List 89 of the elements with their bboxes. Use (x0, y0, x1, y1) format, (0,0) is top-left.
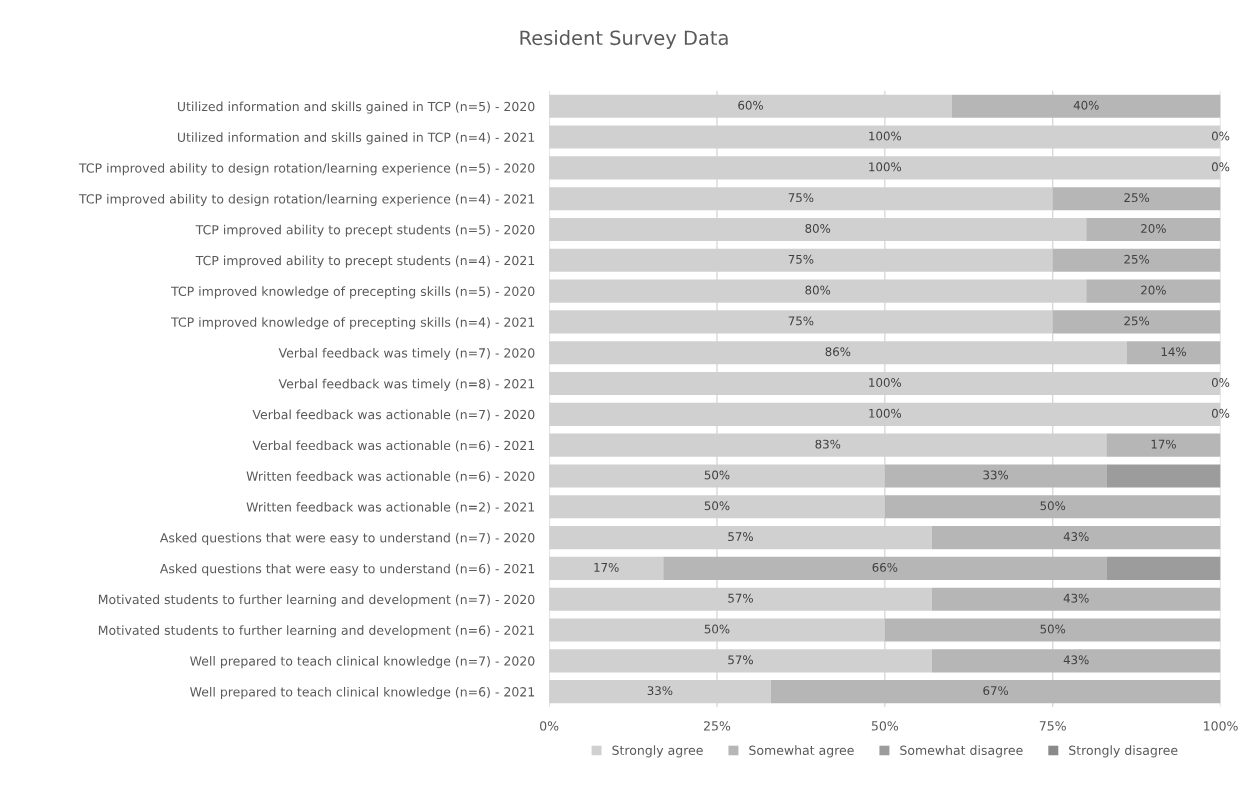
data-label: 33% (647, 686, 673, 696)
bar (884, 618, 1221, 642)
data-label: 60% (738, 100, 764, 110)
data-label: 100% (869, 131, 902, 141)
bar (931, 526, 1221, 550)
bar (884, 464, 1107, 488)
bar (1126, 341, 1221, 365)
y-tick-label: TCP improved ability to precept students (n=4) - 2021 (195, 255, 535, 268)
y-tick-label: Well prepared to teach clinical knowledge (n=7) - 2020 (190, 656, 535, 669)
data-label: 14% (1161, 347, 1187, 357)
data-label: 43% (1063, 655, 1089, 665)
y-tick-label: Utilized information and skills gained in TCP (n=5) - 2020 (177, 101, 535, 114)
data-label: 50% (704, 501, 730, 511)
bar (1086, 217, 1221, 242)
data-label: 83% (815, 439, 841, 449)
legend-label: Somewhat agree (749, 745, 854, 758)
legend-label: Strongly disagree (1069, 745, 1178, 758)
y-tick-label: TCP improved ability to precept students (n=5) - 2020 (195, 224, 535, 237)
bar (884, 495, 1221, 519)
data-label: 0% (1211, 378, 1230, 387)
y-tick-label: TCP improved knowledge of precepting skills (n=4) - 2021 (171, 317, 535, 330)
bar (931, 649, 1221, 673)
x-tick-label: 75% (1039, 721, 1066, 731)
y-tick-label: Written feedback was actionable (n=2) - 2021 (246, 502, 535, 514)
data-label: 67% (983, 686, 1009, 696)
y-tick-label: Well prepared to teach clinical knowledge (n=6) - 2021 (190, 686, 535, 699)
data-label: 20% (1141, 285, 1166, 295)
y-tick-label: Asked questions that were easy to understand (n=7) - 2020 (159, 532, 535, 545)
data-label: 17% (1151, 439, 1176, 449)
data-label: 100% (869, 378, 902, 387)
bar (931, 587, 1221, 611)
data-label: 100% (869, 162, 902, 172)
data-label: 25% (1124, 254, 1150, 264)
bar (1052, 248, 1221, 272)
y-tick-label: TCP improved ability to design rotation/learning experience (n=4) - 2021 (78, 193, 535, 207)
bar (951, 94, 1221, 118)
data-label: 57% (728, 532, 753, 542)
x-tick-label: 100% (1204, 721, 1238, 731)
data-label: 0% (1211, 162, 1230, 172)
bar (1106, 464, 1221, 488)
y-tick-label: Verbal feedback was actionable (n=6) - 2021 (252, 440, 535, 452)
data-label: 50% (704, 470, 730, 480)
y-tick-label: Asked questions that were easy to understand (n=6) - 2021 (159, 563, 535, 576)
data-label: 25% (1124, 316, 1150, 326)
data-label: 75% (788, 193, 814, 203)
y-tick-label: Verbal feedback was actionable (n=7) - 2020 (252, 409, 535, 421)
y-tick-label: Utilized information and skills gained in TCP (n=4) - 2021 (177, 132, 535, 145)
y-tick-label: Motivated students to further learning and development (n=6) - 2021 (98, 625, 535, 638)
data-label: 50% (1040, 624, 1066, 634)
x-tick-label: 50% (871, 721, 899, 731)
data-label: 43% (1063, 532, 1089, 542)
data-label: 43% (1063, 593, 1089, 603)
data-label: 75% (788, 316, 814, 326)
data-label: 17% (594, 562, 619, 572)
data-label: 0% (1211, 131, 1230, 141)
bar (549, 556, 664, 580)
bar (1106, 433, 1221, 457)
y-tick-label: Motivated students to further learning and development (n=7) - 2020 (98, 594, 535, 607)
x-tick-label: 25% (704, 721, 731, 731)
data-label: 50% (1040, 501, 1066, 511)
data-label: 86% (825, 347, 851, 357)
data-label: 75% (788, 254, 814, 264)
data-label: 40% (1073, 100, 1099, 110)
bar (770, 680, 1221, 704)
data-label: 80% (805, 223, 831, 233)
bar (1086, 279, 1221, 303)
y-tick-label: Written feedback was actionable (n=6) - 2020 (246, 471, 535, 483)
data-label: 57% (728, 655, 753, 665)
data-label: 50% (704, 624, 730, 634)
bar (1106, 556, 1221, 580)
y-tick-label: Verbal feedback was timely (n=7) - 2020 (278, 347, 535, 361)
y-tick-label: TCP improved ability to design rotation/learning experience (n=5) - 2020 (78, 163, 535, 176)
legend-label: Somewhat disagree (900, 745, 1023, 758)
data-label: 80% (805, 285, 831, 295)
data-label: 0% (1211, 408, 1230, 418)
y-tick-label: TCP improved knowledge of precepting skills (n=5) - 2020 (171, 286, 535, 299)
data-label: 66% (872, 562, 898, 572)
legend-label: Strongly agree (612, 745, 703, 758)
data-label: 100% (869, 408, 902, 418)
data-label: 57% (728, 593, 753, 603)
x-tick-label: 0% (540, 721, 559, 731)
bar (1052, 310, 1221, 334)
bar (1052, 187, 1221, 211)
data-label: 20% (1141, 223, 1166, 233)
data-label: 25% (1124, 193, 1150, 203)
y-tick-label: Verbal feedback was timely (n=8) - 2021 (278, 378, 535, 391)
bar (663, 556, 1107, 580)
chart-title: Resident Survey Data (520, 30, 728, 49)
data-label: 33% (983, 470, 1009, 480)
